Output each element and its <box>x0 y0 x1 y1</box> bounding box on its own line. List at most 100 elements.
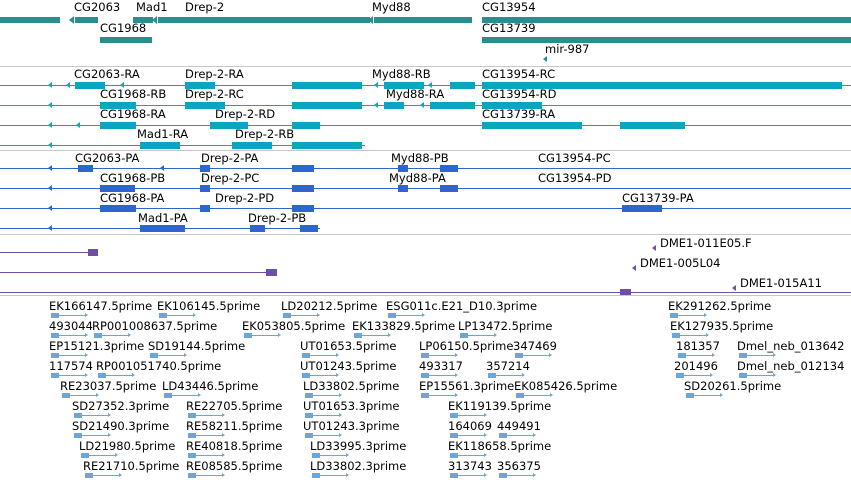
est-label-sd27352-3prime[interactable]: SD27352.3prime <box>72 399 170 413</box>
est-label-ut01243-3prime[interactable]: UT01243.3prime <box>303 419 400 433</box>
exon-block <box>482 122 582 129</box>
est-label-ld20212-5prime[interactable]: LD20212.5prime <box>281 299 378 313</box>
est-label-ld33802-3prime[interactable]: LD33802.3prime <box>310 459 407 473</box>
est-line <box>74 435 108 436</box>
left-arrow-icon <box>140 225 144 231</box>
est-label-164069[interactable]: 164069 <box>448 419 492 433</box>
est-block <box>302 353 310 358</box>
est-label-347469[interactable]: 347469 <box>513 339 557 353</box>
transcript-label-drep-2-rb[interactable]: Drep-2-RB <box>235 127 295 141</box>
est-label-sd21490-3prime[interactable]: SD21490.3prime <box>72 419 170 433</box>
est-label-lp06150-5prime[interactable]: LP06150.5prime <box>419 339 514 353</box>
gene-label-drep-2[interactable]: Drep-2 <box>185 0 225 14</box>
est-label-ek085426-5prime[interactable]: EK085426.5prime <box>514 379 618 393</box>
est-label-re40818-5prime[interactable]: RE40818.5prime <box>186 439 283 453</box>
est-label-493317[interactable]: 493317 <box>419 359 463 373</box>
gene-label-mir-987[interactable]: mir-987 <box>545 42 590 56</box>
transcript-label-cg13954-rd[interactable]: CG13954-RD <box>482 87 557 101</box>
protein-label-cg13954-pc[interactable]: CG13954-PC <box>538 151 611 165</box>
est-label-117574[interactable]: 117574 <box>49 359 93 373</box>
est-label-181357[interactable]: 181357 <box>676 339 720 353</box>
est-label-313743[interactable]: 313743 <box>448 459 492 473</box>
est-label-sd19144-5prime[interactable]: SD19144.5prime <box>148 339 246 353</box>
est-label-ep15561-3prime[interactable]: EP15561.3prime <box>419 379 515 393</box>
est-label-ut01243-5prime[interactable]: UT01243.5prime <box>300 359 397 373</box>
est-label-ek118658-5prime[interactable]: EK118658.5prime <box>448 439 552 453</box>
est-label-ep15121-3prime[interactable]: EP15121.3prime <box>49 339 145 353</box>
transcript-label-cg1968-ra[interactable]: CG1968-RA <box>100 107 166 121</box>
protein-label-cg13739-pa[interactable]: CG13739-PA <box>622 191 694 205</box>
est-line <box>421 395 455 396</box>
transcript-label-mad1-ra[interactable]: Mad1-RA <box>137 127 189 141</box>
est-label-356375[interactable]: 356375 <box>497 459 541 473</box>
transcript-label-drep-2-rc[interactable]: Drep-2-RC <box>185 87 244 101</box>
protein-label-drep-2-pb[interactable]: Drep-2-PB <box>248 211 307 225</box>
est-label-lp13472-5prime[interactable]: LP13472.5prime <box>458 319 553 333</box>
est-block <box>51 353 59 358</box>
transcript-label-drep-2-ra[interactable]: Drep-2-RA <box>185 67 244 81</box>
est-label-493044[interactable]: 493044 <box>49 319 93 333</box>
protein-block <box>200 165 210 172</box>
est-label-rp001051740-5prime[interactable]: RP001051740.5prime <box>96 359 222 373</box>
est-label-ld33995-3prime[interactable]: LD33995.3prime <box>310 439 407 453</box>
transcript-label-cg13954-rc[interactable]: CG13954-RC <box>482 67 556 81</box>
gene-label-mad1[interactable]: Mad1 <box>136 0 168 14</box>
est-label-dmel-neb-012134[interactable]: Dmel_neb_012134 <box>737 359 845 373</box>
protein-label-cg2063-pa[interactable]: CG2063-PA <box>75 151 140 165</box>
est-label-ek053805-5prime[interactable]: EK053805.5prime <box>242 319 346 333</box>
gene-label-cg13739[interactable]: CG13739 <box>482 21 536 35</box>
est-label-re22705-5prime[interactable]: RE22705.5prime <box>186 399 283 413</box>
est-label-357214[interactable]: 357214 <box>486 359 530 373</box>
protein-label-myd88-pa[interactable]: Myd88-PA <box>389 171 446 185</box>
transcript-label-cg13739-ra[interactable]: CG13739-RA <box>482 107 556 121</box>
est-label-sd20261-5prime[interactable]: SD20261.5prime <box>684 379 782 393</box>
protein-label-cg13954-pd[interactable]: CG13954-PD <box>538 171 612 185</box>
est-label-ut01653-5prime[interactable]: UT01653.5prime <box>300 339 397 353</box>
clone-label-dme1-015a11[interactable]: DME1-015A11 <box>740 276 822 290</box>
est-line <box>354 335 388 336</box>
est-label-dmel-neb-013642[interactable]: Dmel_neb_013642 <box>737 339 845 353</box>
gene-label-cg2063[interactable]: CG2063 <box>74 0 121 14</box>
est-label-ek133829-5prime[interactable]: EK133829.5prime <box>352 319 456 333</box>
transcript-label-myd88-ra[interactable]: Myd88-RA <box>386 87 445 101</box>
gene-label-cg13954[interactable]: CG13954 <box>482 0 536 14</box>
est-label-re23037-5prime[interactable]: RE23037.5prime <box>60 379 157 393</box>
transcript-label-cg2063-ra[interactable]: CG2063-RA <box>74 67 140 81</box>
est-label-ld33802-5prime[interactable]: LD33802.5prime <box>303 379 400 393</box>
est-label-ld21980-5prime[interactable]: LD21980.5prime <box>79 439 176 453</box>
est-label-re58211-5prime[interactable]: RE58211.5prime <box>186 419 283 433</box>
transcript-label-myd88-rb[interactable]: Myd88-RB <box>372 67 431 81</box>
est-label-ek166147-5prime[interactable]: EK166147.5prime <box>49 299 153 313</box>
est-label-ek127935-5prime[interactable]: EK127935.5prime <box>670 319 774 333</box>
est-label-ek119139-5prime[interactable]: EK119139.5prime <box>448 399 552 413</box>
protein-label-drep-2-pc[interactable]: Drep-2-PC <box>201 171 260 185</box>
est-label-ut01653-3prime[interactable]: UT01653.3prime <box>303 399 400 413</box>
protein-line <box>0 168 851 169</box>
est-label-201496[interactable]: 201496 <box>674 359 718 373</box>
est-label-449491[interactable]: 449491 <box>497 419 541 433</box>
right-arrow-icon <box>346 453 349 457</box>
est-label-re08585-5prime[interactable]: RE08585.5prime <box>186 459 283 473</box>
est-label-ld43446-5prime[interactable]: LD43446.5prime <box>162 379 259 393</box>
protein-label-drep-2-pa[interactable]: Drep-2-PA <box>201 151 259 165</box>
gene-label-cg1968[interactable]: CG1968 <box>100 21 147 35</box>
protein-label-cg1968-pa[interactable]: CG1968-PA <box>100 191 165 205</box>
protein-label-cg1968-pb[interactable]: CG1968-PB <box>100 171 166 185</box>
est-label-ek291262-5prime[interactable]: EK291262.5prime <box>668 299 772 313</box>
est-label-esg011c-e21-d10-3prime[interactable]: ESG011c.E21_D10.3prime <box>386 299 538 313</box>
est-block <box>678 353 686 358</box>
protein-label-mad1-pa[interactable]: Mad1-PA <box>138 211 188 225</box>
est-label-ek106145-5prime[interactable]: EK106145.5prime <box>157 299 261 313</box>
left-arrow-icon <box>66 82 70 88</box>
clone-label-dme1-005l04[interactable]: DME1-005L04 <box>640 256 721 270</box>
protein-label-myd88-pb[interactable]: Myd88-PB <box>391 151 449 165</box>
transcript-label-drep-2-rd[interactable]: Drep-2-RD <box>215 107 276 121</box>
protein-label-drep-2-pd[interactable]: Drep-2-PD <box>215 191 275 205</box>
gene-bar <box>133 17 153 23</box>
est-label-re21710-5prime[interactable]: RE21710.5prime <box>83 459 180 473</box>
est-label-rp001008637-5prime[interactable]: RP001008637.5prime <box>92 319 218 333</box>
transcript-label-cg1968-rb[interactable]: CG1968-RB <box>100 87 167 101</box>
gene-label-myd88[interactable]: Myd88 <box>372 0 411 14</box>
clone-label-dme1-011e05-f[interactable]: DME1-011E05.F <box>660 236 752 250</box>
